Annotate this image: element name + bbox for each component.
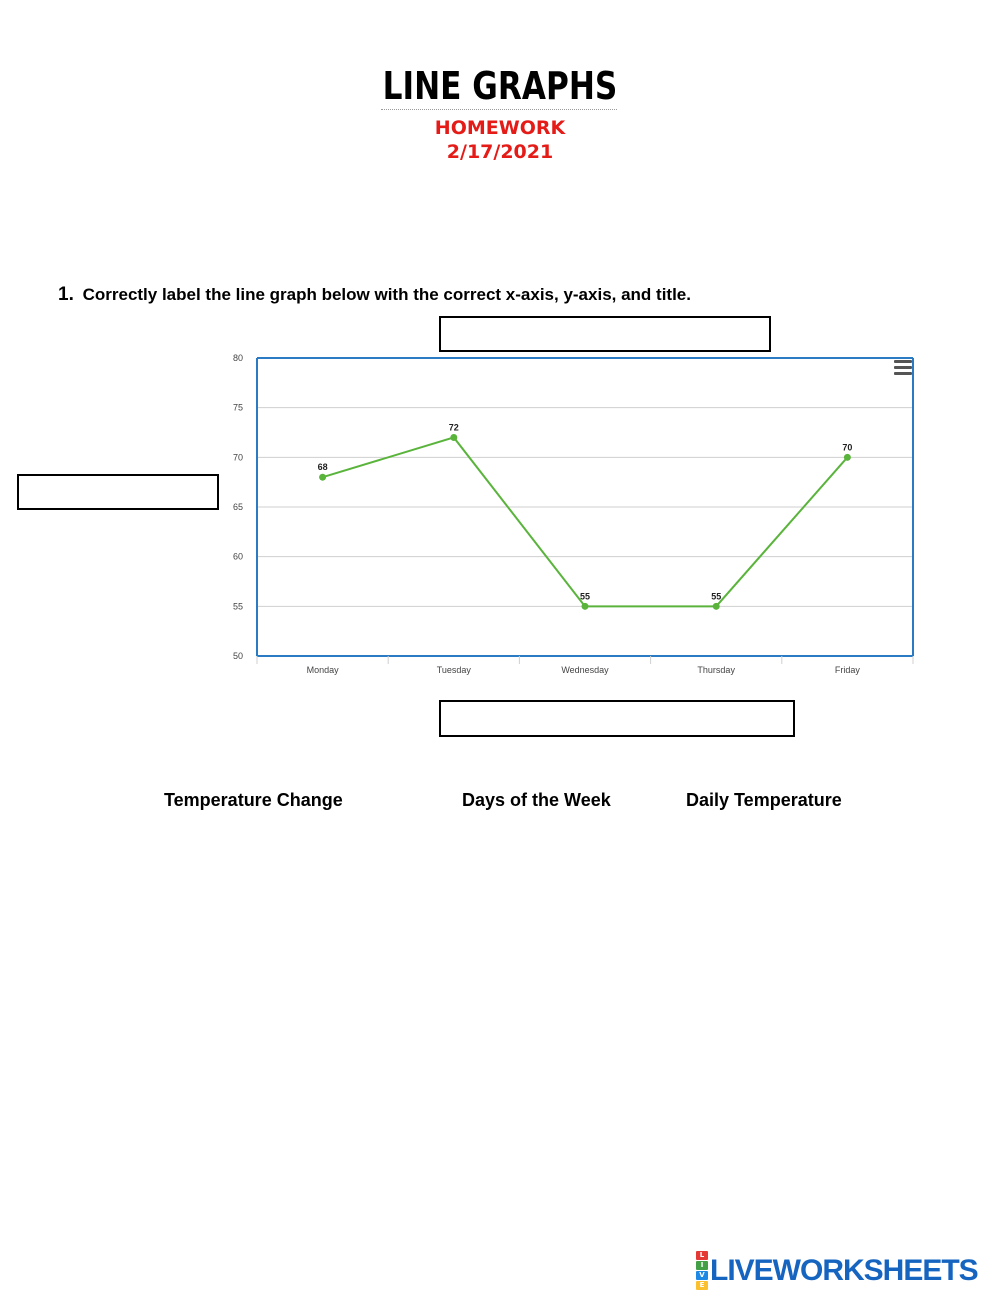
question-1: 1. Correctly label the line graph below …: [58, 284, 691, 306]
logo-blocks-icon: L I V E: [696, 1251, 708, 1291]
x-tick-label: Wednesday: [561, 665, 609, 675]
page-title: LINE GRAPHS: [382, 64, 618, 108]
x-axis-answer-box[interactable]: [439, 700, 795, 737]
y-axis-answer-box[interactable]: [17, 474, 219, 510]
question-number: 1.: [58, 284, 74, 305]
y-tick-label: 70: [233, 452, 243, 462]
logo-text: LIVEWORKSHEETS: [710, 1254, 979, 1287]
line-chart: 50 55 60 65 70 75 80 Monday Tuesday Wednesday Thur…: [200, 340, 930, 685]
data-label: 68: [318, 462, 328, 472]
y-tick-label: 80: [233, 353, 243, 363]
data-label: 72: [449, 422, 459, 432]
x-tick-label: Tuesday: [437, 665, 472, 675]
data-label: 70: [842, 442, 852, 452]
choice-temperature-change[interactable]: Temperature Change: [164, 790, 343, 810]
choice-daily-temperature[interactable]: Daily Temperature: [686, 790, 842, 810]
data-point: [843, 453, 851, 461]
data-label: 55: [580, 591, 590, 601]
question-text: Correctly label the line graph below wit…: [82, 285, 691, 304]
series-line: [322, 436, 849, 608]
liveworksheets-logo: L I V E LIVEWORKSHEETS: [696, 1251, 979, 1291]
title-answer-box[interactable]: [439, 316, 771, 352]
data-point: [319, 473, 327, 481]
hamburger-menu-icon[interactable]: [894, 360, 912, 376]
y-tick-label: 50: [233, 651, 243, 661]
x-tick-label: Thursday: [697, 665, 735, 675]
x-tick-label: Friday: [835, 665, 861, 675]
title-underline: [381, 106, 617, 110]
x-tick-label: Monday: [307, 665, 340, 675]
data-point: [712, 602, 720, 610]
line-chart-svg: 50 55 60 65 70 75 80 Monday Tuesday Wednesday Thur…: [233, 353, 914, 675]
data-label: 55: [711, 591, 721, 601]
homework-label: HOMEWORK: [434, 117, 566, 139]
y-tick-label: 60: [233, 552, 243, 562]
date-label: 2/17/2021: [446, 141, 554, 163]
y-tick-label: 55: [233, 601, 243, 611]
y-tick-label: 65: [233, 502, 243, 512]
choice-days-of-the-week[interactable]: Days of the Week: [462, 790, 611, 810]
y-tick-label: 75: [233, 403, 243, 413]
data-point: [581, 602, 589, 610]
data-point: [450, 433, 458, 441]
